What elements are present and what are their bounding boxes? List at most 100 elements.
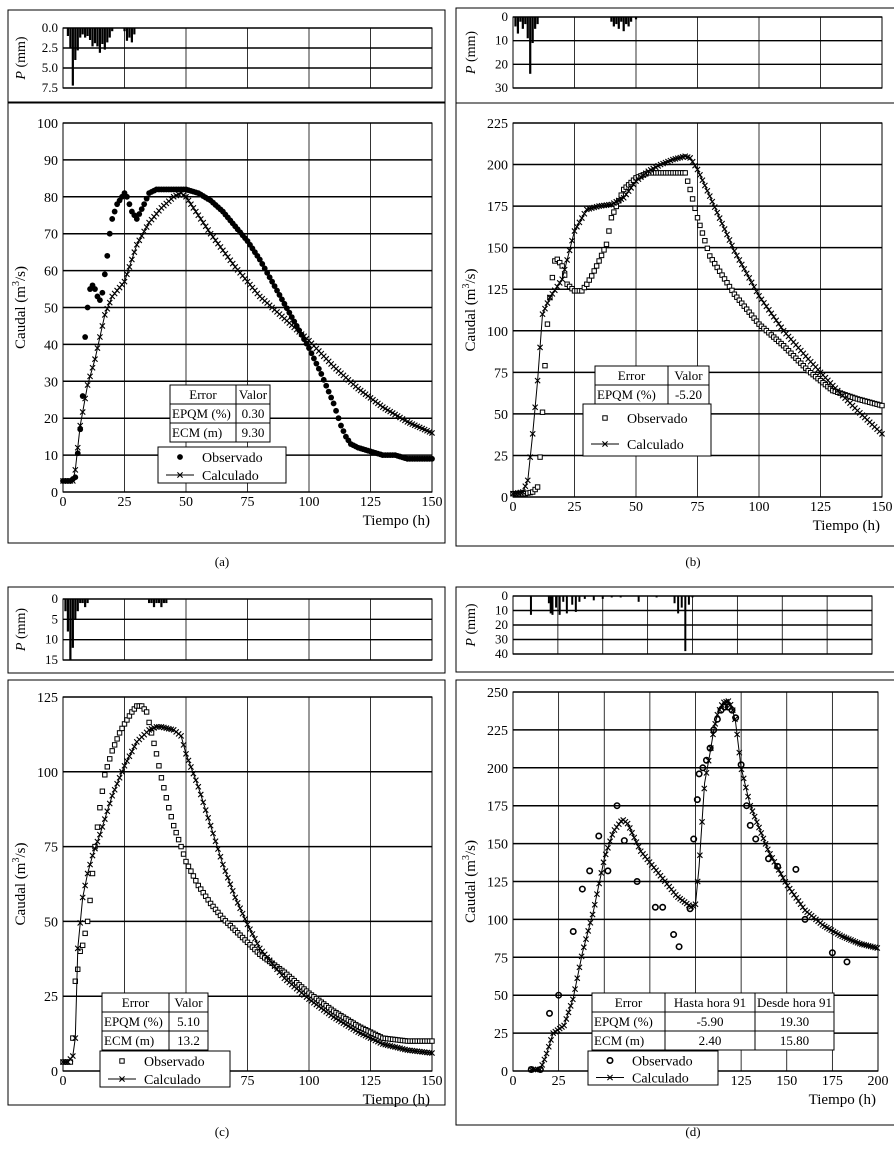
- calculado-point: [788, 888, 795, 895]
- calculado-point: [202, 807, 209, 814]
- calculado-point: [587, 919, 594, 926]
- calculado-point: [569, 237, 576, 244]
- y-tick-label: 25: [494, 1027, 508, 1042]
- observado-point: [764, 855, 772, 863]
- rain-tick-label: 5.0: [42, 60, 58, 75]
- x-tick-label: 25: [118, 495, 132, 510]
- y-tick-label: 0: [501, 1065, 508, 1080]
- calculado-point: [64, 477, 71, 484]
- observado-point: [608, 215, 615, 221]
- calculado-point: [631, 834, 638, 841]
- calculado-point: [534, 377, 541, 384]
- rain-bar: [524, 17, 527, 25]
- calculado-point: [591, 901, 598, 908]
- legend-calculado-label: Calculado: [202, 469, 259, 484]
- calculado-point: [84, 382, 91, 388]
- y-tick-label: 125: [487, 876, 508, 891]
- rain-bar: [529, 17, 532, 74]
- calculado-point: [128, 256, 135, 263]
- x-tick-label: 50: [629, 500, 643, 515]
- calculado-point: [738, 261, 745, 268]
- observado-point: [315, 365, 322, 372]
- calculado-point: [743, 270, 750, 277]
- observado-point: [106, 230, 113, 237]
- rain-bar: [583, 596, 586, 599]
- calculado-point: [532, 1066, 539, 1073]
- rain-bar: [125, 28, 129, 41]
- table-cell: 5.10: [177, 1014, 200, 1029]
- y-tick-label: 75: [494, 366, 508, 381]
- rain-bar: [98, 28, 102, 53]
- observado-point: [111, 742, 118, 748]
- legend: Observado Calculado: [157, 446, 287, 484]
- observado-point: [166, 805, 172, 811]
- rain-axis-label: P (mm): [14, 36, 29, 81]
- y-tick-label: 25: [494, 449, 508, 464]
- calculado-point: [593, 891, 600, 898]
- rain-bar: [88, 28, 92, 40]
- calculado-point: [185, 757, 192, 764]
- legend-box: [99, 1050, 231, 1088]
- y-tick-label: 175: [487, 800, 508, 815]
- observado-point: [281, 300, 288, 307]
- rain-tick-label: 10: [495, 603, 508, 618]
- calculado-point: [222, 250, 229, 257]
- observado-point: [606, 228, 612, 234]
- calculado-point: [738, 766, 745, 773]
- observado-point: [544, 321, 551, 327]
- calculado-point: [537, 344, 544, 351]
- y-tick-label: 25: [44, 990, 58, 1005]
- calculado-point: [760, 299, 767, 306]
- legend: Observado Calculado: [582, 403, 712, 457]
- calculado-point: [799, 904, 806, 911]
- rain-bar: [551, 596, 554, 615]
- x-tick-label: 150: [776, 1074, 797, 1089]
- y-tick-label: 225: [487, 117, 508, 132]
- calculado-point: [564, 256, 571, 263]
- calculado-point: [60, 477, 66, 484]
- calculado-point: [571, 228, 578, 235]
- rain-bar: [81, 599, 84, 604]
- calculado-point: [874, 945, 881, 952]
- calculado-point: [561, 266, 568, 273]
- rain-bar: [687, 596, 690, 605]
- calculado-point: [224, 253, 231, 260]
- observado-point: [185, 863, 192, 870]
- observado-point: [104, 764, 110, 770]
- x-tick-label: 150: [422, 1074, 443, 1089]
- calculado-point: [544, 300, 551, 307]
- observado-point: [601, 247, 607, 253]
- observado-point: [589, 273, 595, 279]
- observado-point: [283, 305, 290, 312]
- calculado-point: [699, 818, 706, 825]
- calculado-point: [232, 894, 239, 901]
- x-tick-label: 125: [810, 500, 831, 515]
- y-tick-label: 0: [51, 486, 58, 501]
- table-cell: ECM (m): [172, 425, 222, 440]
- calculado-point: [758, 829, 765, 836]
- calculado-point: [229, 887, 236, 894]
- rain-bar: [617, 17, 620, 29]
- calculado-point: [604, 844, 611, 851]
- calculado-point: [551, 287, 558, 294]
- observado-point: [153, 751, 160, 757]
- observado-point: [682, 170, 688, 176]
- rain-bar: [93, 28, 97, 44]
- observado-point: [178, 843, 184, 850]
- x-tick-label: 125: [360, 495, 381, 510]
- calculado-point: [572, 986, 579, 993]
- rain-bar: [86, 28, 89, 36]
- panel-caption: (d): [685, 1124, 700, 1139]
- rain-bar: [549, 596, 552, 614]
- observado-point: [109, 748, 115, 754]
- calculado-point: [195, 783, 202, 790]
- calculado-point: [725, 698, 732, 705]
- observado-point: [578, 885, 586, 893]
- observado-point: [843, 958, 851, 966]
- observado-point: [311, 355, 317, 362]
- rain-frame: [7, 9, 446, 103]
- rain-bar: [71, 28, 74, 86]
- calculado-point: [190, 204, 197, 211]
- legend-calculado-marker: [607, 1074, 613, 1081]
